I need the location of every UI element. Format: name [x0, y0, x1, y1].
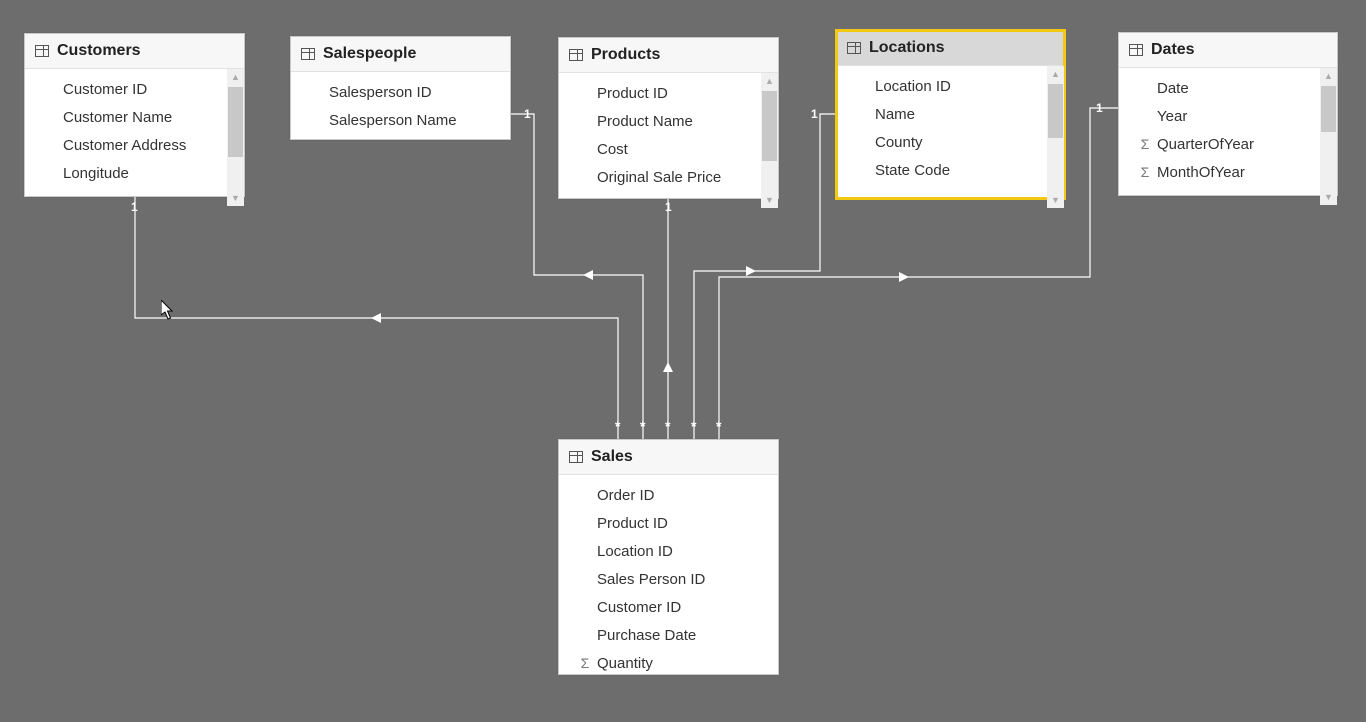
field-customer-id[interactable]: Customer ID: [559, 593, 778, 621]
field-product-name[interactable]: Product Name: [559, 107, 778, 135]
scroll-down-icon[interactable]: ▼: [1047, 192, 1064, 208]
field-cost[interactable]: Cost: [559, 135, 778, 163]
table-header[interactable]: Dates: [1119, 33, 1337, 68]
field-quarterofyear[interactable]: ΣQuarterOfYear: [1119, 130, 1337, 158]
scrollbar[interactable]: ▲ ▼: [227, 69, 244, 206]
fields-list: Product ID Product Name Cost Original Sa…: [559, 73, 778, 208]
scroll-up-icon[interactable]: ▲: [761, 73, 778, 89]
field-year[interactable]: Year: [1119, 102, 1337, 130]
table-icon: [1129, 44, 1143, 56]
table-customers[interactable]: Customers Customer ID Customer Name Cust…: [24, 33, 245, 197]
table-title: Sales: [591, 448, 633, 466]
field-original-sale-price[interactable]: Original Sale Price: [559, 163, 778, 191]
field-name[interactable]: Name: [837, 100, 1064, 128]
table-icon: [569, 49, 583, 61]
table-header[interactable]: Products: [559, 38, 778, 73]
scroll-thumb[interactable]: [228, 87, 243, 157]
cardinality-many: *: [615, 418, 620, 434]
table-salespeople[interactable]: Salespeople Salesperson ID Salesperson N…: [290, 36, 511, 140]
cardinality-many: *: [691, 418, 696, 434]
table-icon: [569, 451, 583, 463]
scrollbar[interactable]: ▲ ▼: [1047, 66, 1064, 208]
scroll-up-icon[interactable]: ▲: [227, 69, 244, 85]
field-product-id[interactable]: Product ID: [559, 509, 778, 537]
field-quantity[interactable]: ΣQuantity: [559, 649, 778, 677]
scroll-thumb[interactable]: [762, 91, 777, 161]
field-customer-address[interactable]: Customer Address: [25, 131, 244, 159]
scroll-thumb[interactable]: [1048, 84, 1063, 138]
cardinality-many: *: [716, 418, 721, 434]
field-product-id[interactable]: Product ID: [559, 79, 778, 107]
fields-list: Location ID Name County State Code ▲ ▼: [837, 66, 1064, 208]
field-longitude[interactable]: Longitude: [25, 159, 244, 187]
field-location-id[interactable]: Location ID: [837, 72, 1064, 100]
scrollbar[interactable]: ▲ ▼: [761, 73, 778, 208]
cardinality-one: 1: [811, 107, 818, 121]
field-salesperson-id[interactable]: Salesperson ID: [291, 78, 510, 106]
cardinality-one: 1: [1096, 101, 1103, 115]
table-header[interactable]: Customers: [25, 34, 244, 69]
scroll-thumb[interactable]: [1321, 86, 1336, 132]
table-icon: [301, 48, 315, 60]
scroll-down-icon[interactable]: ▼: [1320, 189, 1337, 205]
mouse-cursor-icon: [161, 300, 175, 320]
cardinality-one: 1: [131, 200, 138, 214]
cardinality-one: 1: [524, 107, 531, 121]
scroll-up-icon[interactable]: ▲: [1047, 66, 1064, 82]
table-locations[interactable]: Locations Location ID Name County State …: [836, 30, 1065, 199]
field-customer-id[interactable]: Customer ID: [25, 75, 244, 103]
fields-list: Date Year ΣQuarterOfYear ΣMonthOfYear ▲ …: [1119, 68, 1337, 205]
field-county[interactable]: County: [837, 128, 1064, 156]
field-sales-person-id[interactable]: Sales Person ID: [559, 565, 778, 593]
table-title: Dates: [1151, 41, 1195, 59]
field-state-code[interactable]: State Code: [837, 156, 1064, 184]
field-salesperson-name[interactable]: Salesperson Name: [291, 106, 510, 134]
fields-list: Customer ID Customer Name Customer Addre…: [25, 69, 244, 206]
table-title: Customers: [57, 42, 141, 60]
field-monthofyear[interactable]: ΣMonthOfYear: [1119, 158, 1337, 186]
field-purchase-date[interactable]: Purchase Date: [559, 621, 778, 649]
scroll-down-icon[interactable]: ▼: [227, 190, 244, 206]
scroll-up-icon[interactable]: ▲: [1320, 68, 1337, 84]
table-header[interactable]: Locations: [837, 31, 1064, 66]
table-header[interactable]: Sales: [559, 440, 778, 475]
cardinality-many: *: [640, 418, 645, 434]
fields-list: Salesperson ID Salesperson Name: [291, 72, 510, 149]
sigma-icon: Σ: [577, 655, 593, 671]
table-products[interactable]: Products Product ID Product Name Cost Or…: [558, 37, 779, 199]
sigma-icon: Σ: [1137, 136, 1153, 152]
table-title: Locations: [869, 39, 945, 57]
field-location-id[interactable]: Location ID: [559, 537, 778, 565]
model-canvas[interactable]: Customers Customer ID Customer Name Cust…: [0, 0, 1366, 722]
table-sales[interactable]: Sales Order ID Product ID Location ID Sa…: [558, 439, 779, 675]
cardinality-one: 1: [665, 200, 672, 214]
scroll-down-icon[interactable]: ▼: [761, 192, 778, 208]
cardinality-many: *: [665, 418, 670, 434]
table-icon: [35, 45, 49, 57]
table-header[interactable]: Salespeople: [291, 37, 510, 72]
scrollbar[interactable]: ▲ ▼: [1320, 68, 1337, 205]
fields-list: Order ID Product ID Location ID Sales Pe…: [559, 475, 778, 684]
table-title: Salespeople: [323, 45, 416, 63]
table-icon: [847, 42, 861, 54]
sigma-icon: Σ: [1137, 164, 1153, 180]
table-title: Products: [591, 46, 660, 64]
table-dates[interactable]: Dates Date Year ΣQuarterOfYear ΣMonthOfY…: [1118, 32, 1338, 196]
field-customer-name[interactable]: Customer Name: [25, 103, 244, 131]
field-date[interactable]: Date: [1119, 74, 1337, 102]
field-order-id[interactable]: Order ID: [559, 481, 778, 509]
